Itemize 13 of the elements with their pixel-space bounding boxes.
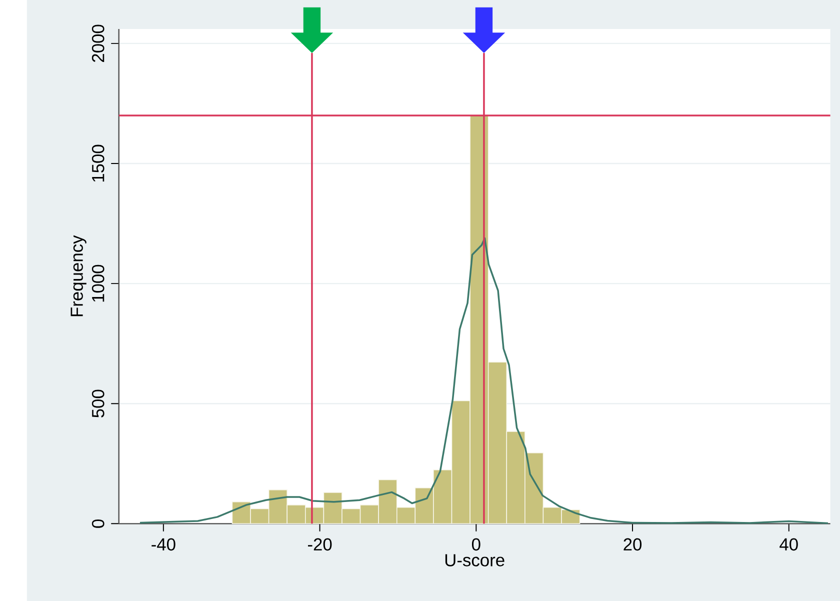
y-tick-label: 1500 [92,144,104,182]
y-tick-label: 2000 [92,24,104,62]
line-series [139,237,829,524]
y-tick-label: 500 [92,390,104,418]
x-tick-label: 20 [624,538,642,551]
x-tick-label: 40 [780,538,798,551]
x-axis-title: U-score [445,554,504,566]
y-axis-title: Frequency [70,235,86,316]
x-tick-label: -20 [308,538,332,551]
x-tick-label: 0 [472,538,480,551]
y-tick-label: 0 [92,519,104,528]
y-tick-label: 1000 [92,264,104,302]
x-tick-label: -40 [152,538,176,551]
